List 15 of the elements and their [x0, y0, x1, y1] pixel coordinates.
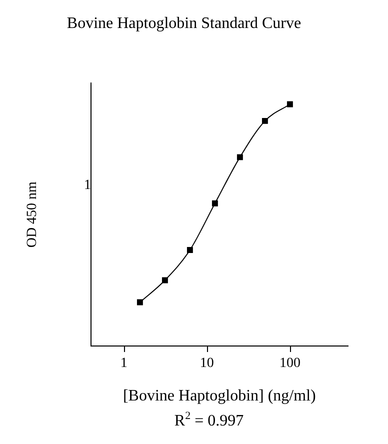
x-axis-title: [Bovine Haptoglobin] (ng/ml)	[122, 388, 316, 405]
point	[136, 299, 143, 306]
x-tick-label: 100	[279, 356, 300, 372]
text: 1	[84, 178, 91, 194]
text: R$^{2}$ = 0.997	[173, 410, 245, 430]
point	[286, 101, 293, 108]
x-tick-label: 10	[200, 356, 214, 372]
point	[212, 200, 218, 206]
point	[162, 277, 168, 284]
x-tick-label: 1	[120, 356, 128, 372]
y-axis-title: OD 450 nm	[25, 181, 40, 248]
point	[236, 154, 243, 160]
point	[186, 247, 193, 253]
point	[262, 118, 268, 124]
chart-title: Bovine Haptoglobin Standard Curve	[66, 14, 302, 32]
